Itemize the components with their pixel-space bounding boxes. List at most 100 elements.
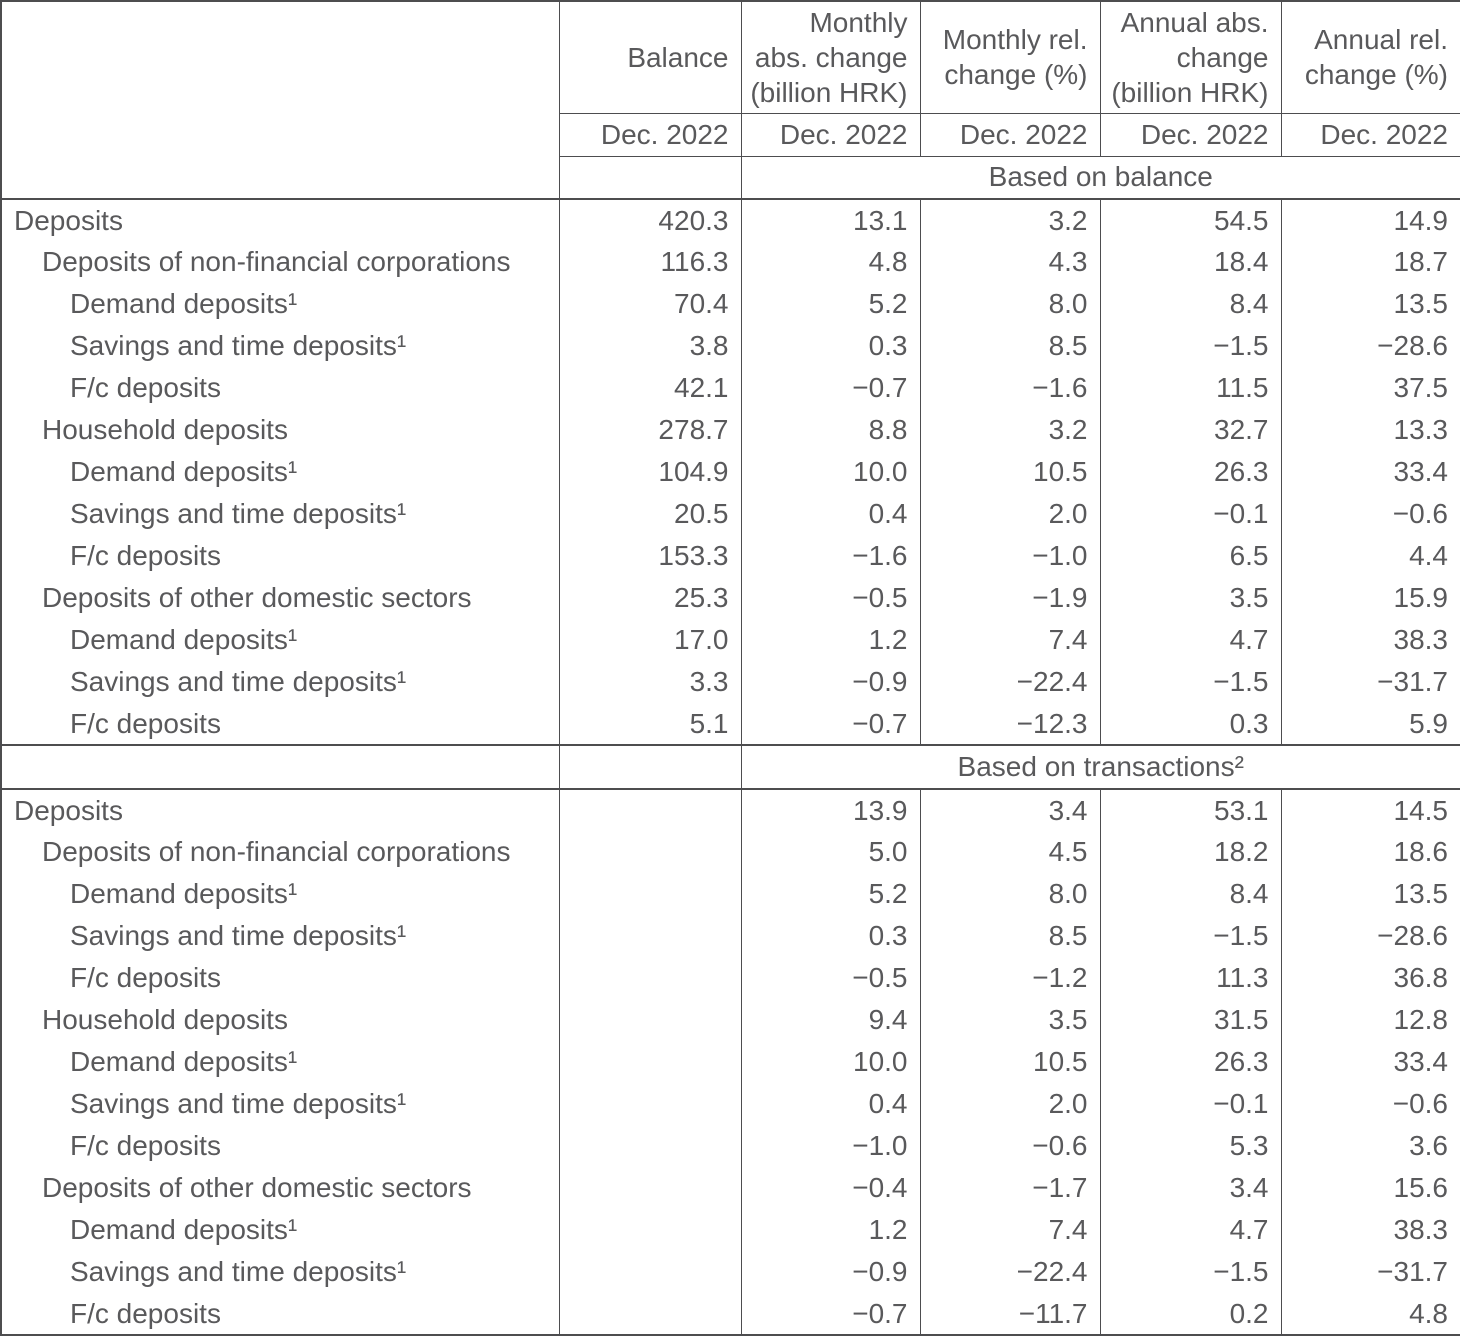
cell-value: 12.8 [1280, 999, 1460, 1041]
cell-value: 10.0 [740, 451, 920, 493]
section-title-balance: Based on balance [740, 156, 1460, 200]
cell-value: −0.4 [740, 1167, 920, 1209]
cell-value: 33.4 [1280, 451, 1460, 493]
cell-value [558, 1125, 741, 1167]
cell-value: −0.5 [740, 957, 920, 999]
cell-value: 116.3 [558, 241, 741, 283]
period-cell: Dec. 2022 [558, 113, 741, 157]
row-label: Savings and time deposits¹ [70, 666, 407, 697]
section-title-transactions: Based on transactions² [740, 744, 1460, 790]
table-row: Demand deposits¹ 17.0 1.2 7.4 4.7 38.3 [1, 619, 1460, 661]
column-header-annual-abs-change: Annual abs. change (billion HRK) [1099, 1, 1281, 114]
cell-value: 7.4 [919, 619, 1100, 661]
cell-value: 104.9 [558, 451, 741, 493]
cell-value: 3.6 [1280, 1125, 1460, 1167]
cell-value: 26.3 [1099, 451, 1281, 493]
empty-cell [1, 744, 559, 790]
table-row: Savings and time deposits¹ 20.5 0.4 2.0 −0.1… [1, 493, 1460, 535]
cell-value: −1.0 [740, 1125, 920, 1167]
period-cell: Dec. 2022 [1280, 113, 1460, 157]
row-label: F/c deposits [70, 540, 221, 571]
cell-value: 5.1 [558, 703, 741, 745]
cell-value: 420.3 [558, 199, 741, 241]
table-row: Deposits of non-financial corporations 5.… [1, 831, 1460, 873]
row-label: Savings and time deposits¹ [70, 1088, 407, 1119]
row-label: F/c deposits [70, 1297, 221, 1329]
table-row: F/c deposits 153.3 −1.6 −1.0 6.5 4.4 [1, 535, 1460, 577]
cell-value: −28.6 [1280, 915, 1460, 957]
cell-value: 0.2 [1099, 1293, 1281, 1335]
cell-value: 8.5 [919, 915, 1100, 957]
cell-value: 3.3 [558, 661, 741, 703]
cell-value: 70.4 [558, 283, 741, 325]
cell-value: 0.4 [740, 493, 920, 535]
cell-value: −1.5 [1099, 1251, 1281, 1293]
cell-value: −1.5 [1099, 325, 1281, 367]
cell-value: 33.4 [1280, 1041, 1460, 1083]
cell-value: 4.5 [919, 831, 1100, 873]
cell-value: 14.9 [1280, 199, 1460, 241]
cell-value: 13.1 [740, 199, 920, 241]
cell-value: 4.7 [1099, 1209, 1281, 1251]
cell-value: 7.4 [919, 1209, 1100, 1251]
cell-value: 1.2 [740, 1209, 920, 1251]
row-label: Demand deposits¹ [70, 456, 298, 487]
column-header-annual-rel-change: Annual rel. change (%) [1280, 1, 1460, 114]
cell-value [558, 915, 741, 957]
cell-value: 8.4 [1099, 283, 1281, 325]
cell-value: 13.5 [1280, 873, 1460, 915]
cell-value: 10.5 [919, 1041, 1100, 1083]
cell-value: 15.9 [1280, 577, 1460, 619]
cell-value: 26.3 [1099, 1041, 1281, 1083]
row-label: Deposits of non-financial corporations [42, 836, 511, 867]
empty-cell [558, 744, 741, 790]
cell-value: −31.7 [1280, 661, 1460, 703]
cell-value: 37.5 [1280, 367, 1460, 409]
cell-value: 53.1 [1099, 789, 1281, 831]
cell-value: 20.5 [558, 493, 741, 535]
cell-value: 10.0 [740, 1041, 920, 1083]
table-row: F/c deposits 5.1 −0.7 −12.3 0.3 5.9 [1, 703, 1460, 745]
cell-value: 8.8 [740, 409, 920, 451]
cell-value: 54.5 [1099, 199, 1281, 241]
row-label: Demand deposits¹ [70, 1046, 298, 1077]
cell-value: 25.3 [558, 577, 741, 619]
row-label: Deposits [14, 794, 123, 826]
cell-value [558, 1083, 741, 1125]
cell-value: 2.0 [919, 1083, 1100, 1125]
column-header-monthly-rel-change: Monthly rel. change (%) [919, 1, 1100, 114]
row-label: Savings and time deposits¹ [70, 1256, 407, 1287]
cell-value: −12.3 [919, 703, 1100, 745]
row-label: Household deposits [42, 1004, 288, 1035]
table-row: Savings and time deposits¹ 3.3 −0.9 −22.4 −1… [1, 661, 1460, 703]
cell-value: 3.4 [1099, 1167, 1281, 1209]
cell-value: 5.3 [1099, 1125, 1281, 1167]
cell-value: −1.5 [1099, 915, 1281, 957]
table-row: Demand deposits¹ 1.2 7.4 4.7 38.3 [1, 1209, 1460, 1251]
cell-value [558, 999, 741, 1041]
cell-value: 153.3 [558, 535, 741, 577]
cell-value: −0.1 [1099, 1083, 1281, 1125]
cell-value: 4.7 [1099, 619, 1281, 661]
table-row: F/c deposits −0.5 −1.2 11.3 36.8 [1, 957, 1460, 999]
row-label: Household deposits [42, 414, 288, 445]
cell-value: −0.9 [740, 1251, 920, 1293]
section-balance-rows: Deposits 420.3 13.1 3.2 54.5 14.9 Deposits of … [1, 199, 1460, 745]
cell-value: −1.7 [919, 1167, 1100, 1209]
cell-value: −1.2 [919, 957, 1100, 999]
table-row: Demand deposits¹ 5.2 8.0 8.4 13.5 [1, 873, 1460, 915]
table-header: Balance Monthly abs. change (billion HRK… [1, 1, 1460, 200]
cell-value: 2.0 [919, 493, 1100, 535]
cell-value: 4.4 [1280, 535, 1460, 577]
cell-value: −0.6 [1280, 1083, 1460, 1125]
row-label: Savings and time deposits¹ [70, 920, 407, 951]
section-transactions-header: Based on transactions² [1, 744, 1460, 790]
cell-value: 5.2 [740, 283, 920, 325]
row-label: Demand deposits¹ [70, 624, 298, 655]
table-row: Deposits of non-financial corporations 11… [1, 241, 1460, 283]
table-row: Savings and time deposits¹ 0.3 8.5 −1.5 −28.… [1, 915, 1460, 957]
cell-value: 3.8 [558, 325, 741, 367]
row-label: Demand deposits¹ [70, 1214, 298, 1245]
cell-value: 42.1 [558, 367, 741, 409]
